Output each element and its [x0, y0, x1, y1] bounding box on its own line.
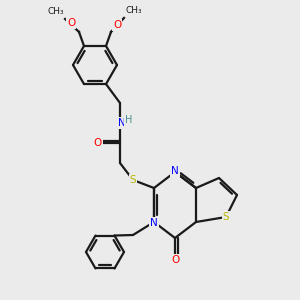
Text: O: O: [171, 255, 179, 265]
Text: H: H: [125, 115, 133, 125]
Text: S: S: [223, 212, 229, 222]
Text: N: N: [171, 166, 179, 176]
Text: CH₃: CH₃: [126, 6, 142, 15]
Text: CH₃: CH₃: [48, 8, 64, 16]
Text: N: N: [118, 118, 126, 128]
Text: O: O: [113, 20, 121, 30]
Text: O: O: [94, 138, 102, 148]
Text: S: S: [130, 175, 136, 185]
Text: O: O: [67, 18, 75, 28]
Text: N: N: [150, 218, 158, 228]
